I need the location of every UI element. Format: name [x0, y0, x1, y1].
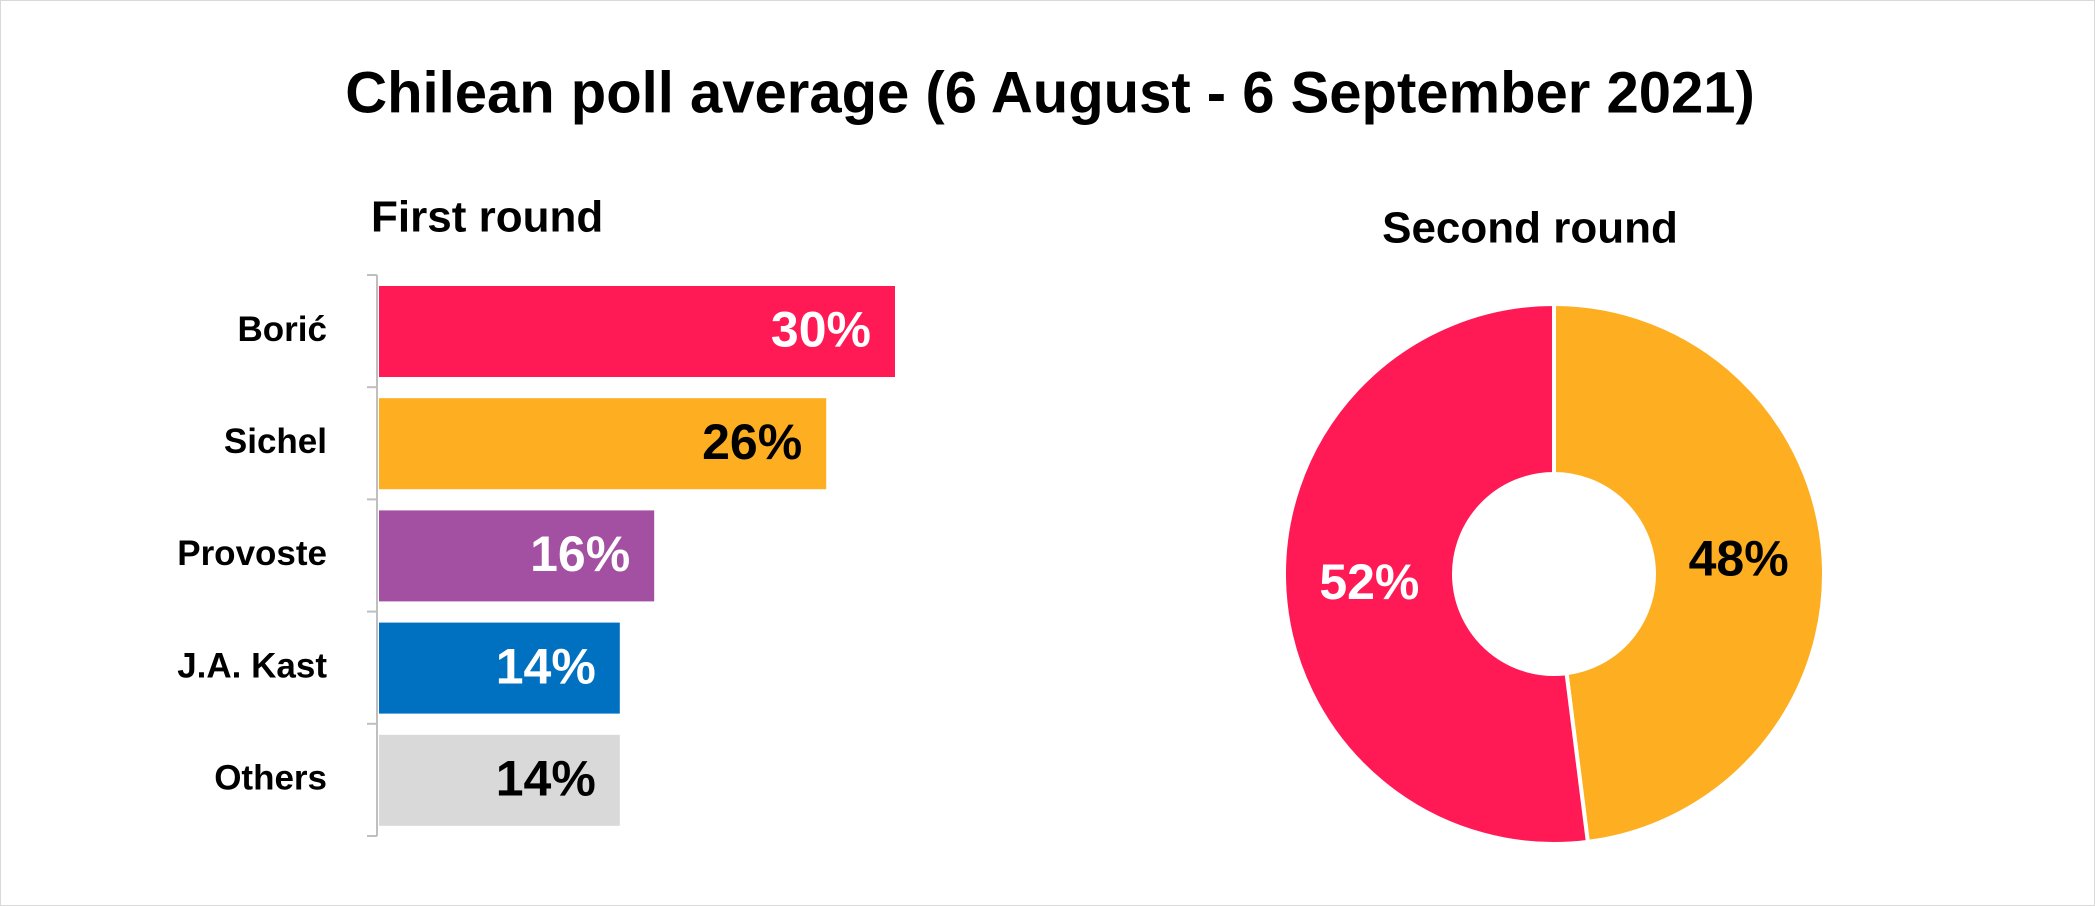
page-title: Chilean poll average (6 August - 6 Septe… — [345, 60, 1755, 125]
bar — [379, 398, 827, 490]
chart-title: Second round — [1382, 204, 1678, 253]
bar — [379, 734, 620, 826]
data-label: 48% — [1689, 531, 1789, 587]
pie-slice — [1552, 301, 1826, 845]
data-label: 26% — [702, 414, 802, 470]
bar — [379, 622, 620, 714]
data-label: 30% — [771, 302, 871, 358]
category-label: Borić — [238, 310, 327, 349]
category-label: Others — [214, 759, 327, 798]
chart-title: First round — [371, 193, 603, 242]
data-label: 14% — [496, 751, 596, 807]
category-label: J.A. Kast — [177, 646, 327, 685]
bar — [379, 286, 895, 377]
category-label: Sichel — [224, 422, 327, 461]
data-label: 16% — [530, 526, 630, 582]
data-label: 52% — [1319, 554, 1419, 610]
category-label: Provoste — [177, 534, 327, 573]
data-label: 14% — [496, 638, 596, 694]
pie-slice — [1282, 301, 1591, 846]
bar — [379, 510, 655, 602]
